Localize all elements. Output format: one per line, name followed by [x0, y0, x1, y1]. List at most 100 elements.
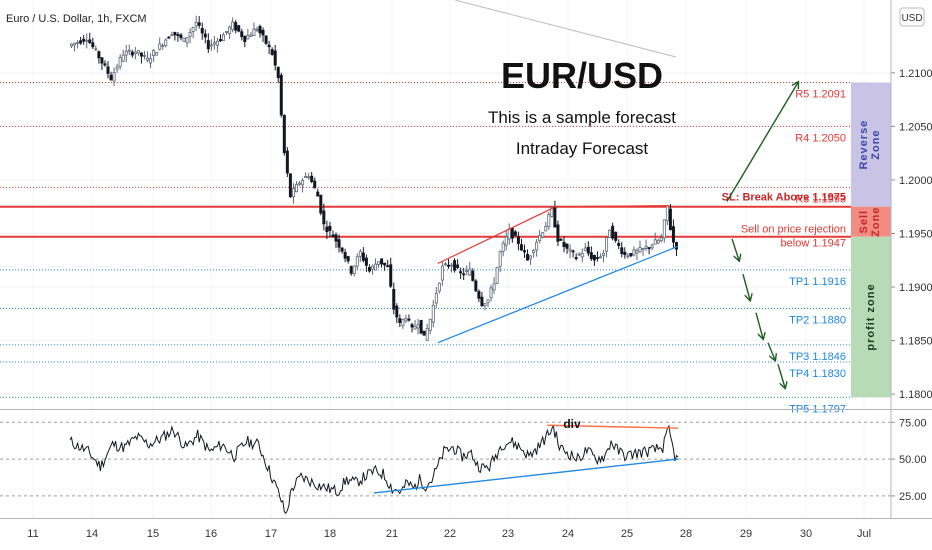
candle-body	[328, 225, 332, 231]
candle-body	[313, 180, 317, 189]
candle-body	[70, 43, 74, 47]
candle-body	[103, 63, 107, 66]
candle-body	[422, 330, 426, 336]
candle-body	[583, 247, 587, 251]
candle-body	[82, 38, 86, 42]
candle-body	[614, 231, 618, 241]
candle-body	[234, 22, 238, 31]
downside-arrow	[767, 342, 775, 360]
candle-body	[88, 39, 92, 44]
candle-body	[258, 25, 262, 34]
candle-body	[526, 253, 530, 261]
support-trendline	[437, 245, 679, 344]
candle-body	[301, 180, 305, 186]
candle-body	[249, 34, 253, 37]
price-tick-label: 1.18000	[899, 389, 932, 401]
rsi-tick-label: 75.00	[899, 417, 927, 429]
candle-body	[489, 287, 493, 299]
candle-body	[374, 263, 378, 271]
candle-body	[504, 236, 508, 246]
candle-body	[377, 261, 381, 265]
candle-body	[671, 226, 675, 243]
candle-body	[595, 257, 599, 259]
candle-body	[185, 37, 189, 44]
candle-body	[471, 270, 475, 281]
candle-body	[121, 54, 125, 62]
time-tick-label: 21	[386, 528, 398, 540]
candle-body	[209, 44, 213, 47]
candle-body	[495, 266, 499, 284]
time-tick-label: 22	[444, 528, 456, 540]
candle-body	[602, 252, 606, 256]
candle-body	[307, 176, 311, 179]
candle-body	[674, 242, 678, 250]
downside-arrow	[755, 312, 763, 339]
candle-body	[440, 265, 444, 281]
forecast-arrows	[726, 82, 798, 388]
downside-arrow	[742, 274, 750, 300]
time-tick-label: 17	[265, 528, 277, 540]
candle-body	[188, 31, 192, 37]
candle-body	[498, 251, 502, 267]
candle-body	[100, 57, 104, 64]
candle-body	[215, 40, 219, 46]
candle-body	[532, 250, 536, 254]
currency-badge[interactable]: USD	[901, 13, 922, 24]
candle-body	[94, 48, 98, 51]
symbol-label: Euro / U.S. Dollar, 1h, FXCM	[6, 13, 147, 25]
candle-body	[349, 266, 353, 274]
candle-body	[130, 51, 134, 56]
candle-body	[650, 244, 654, 249]
candle-body	[97, 51, 101, 59]
candle-body	[191, 27, 195, 32]
candle-body	[529, 255, 533, 260]
candle-body	[246, 35, 250, 40]
candle-body	[623, 251, 627, 256]
candle-body	[228, 26, 232, 35]
time-tick-label: 11	[27, 528, 38, 540]
candle-body	[167, 36, 171, 39]
candle-body	[431, 304, 435, 323]
candle-body	[456, 264, 460, 268]
candle-body	[194, 22, 198, 27]
candle-body	[550, 207, 554, 217]
candle-body	[626, 255, 630, 258]
candle-body	[316, 191, 320, 197]
time-tick-label: 24	[562, 528, 574, 540]
candle-body	[282, 114, 286, 154]
candle-body	[255, 28, 259, 31]
level-label: TP4 1.1830	[789, 368, 846, 380]
zone-box	[851, 206, 891, 237]
candle-body	[142, 55, 146, 57]
candle-body	[106, 66, 110, 74]
rsi-panel: 75.00 50.00 25.00	[0, 417, 927, 515]
candle-body	[519, 244, 523, 251]
candle-body	[538, 235, 542, 242]
candle-body	[212, 42, 216, 45]
candle-body	[291, 188, 295, 198]
candle-body	[252, 28, 256, 36]
resistance-top-line	[553, 205, 669, 208]
candle-body	[285, 150, 289, 174]
candle-body	[380, 258, 384, 265]
candle-body	[638, 247, 642, 253]
candle-body	[118, 57, 122, 67]
zone-box	[851, 236, 891, 398]
time-tick-label: 18	[324, 528, 336, 540]
candle-body	[647, 247, 651, 250]
level-label: Sell on price rejection	[741, 224, 846, 236]
zone-label: ReverseZone	[858, 120, 882, 170]
upside-arrow	[726, 82, 798, 202]
currency-badge-box[interactable]	[899, 7, 925, 27]
candle-body	[170, 34, 174, 37]
rsi-tick-label: 50.00	[899, 454, 927, 466]
candle-body	[617, 243, 621, 246]
downside-arrow	[777, 363, 785, 388]
candle-body	[553, 206, 557, 228]
candle-body	[480, 296, 484, 307]
candle-body	[364, 257, 368, 266]
price-tick-label: 1.21000	[899, 68, 932, 80]
candle-body	[310, 175, 314, 182]
rsi-line	[69, 424, 679, 515]
